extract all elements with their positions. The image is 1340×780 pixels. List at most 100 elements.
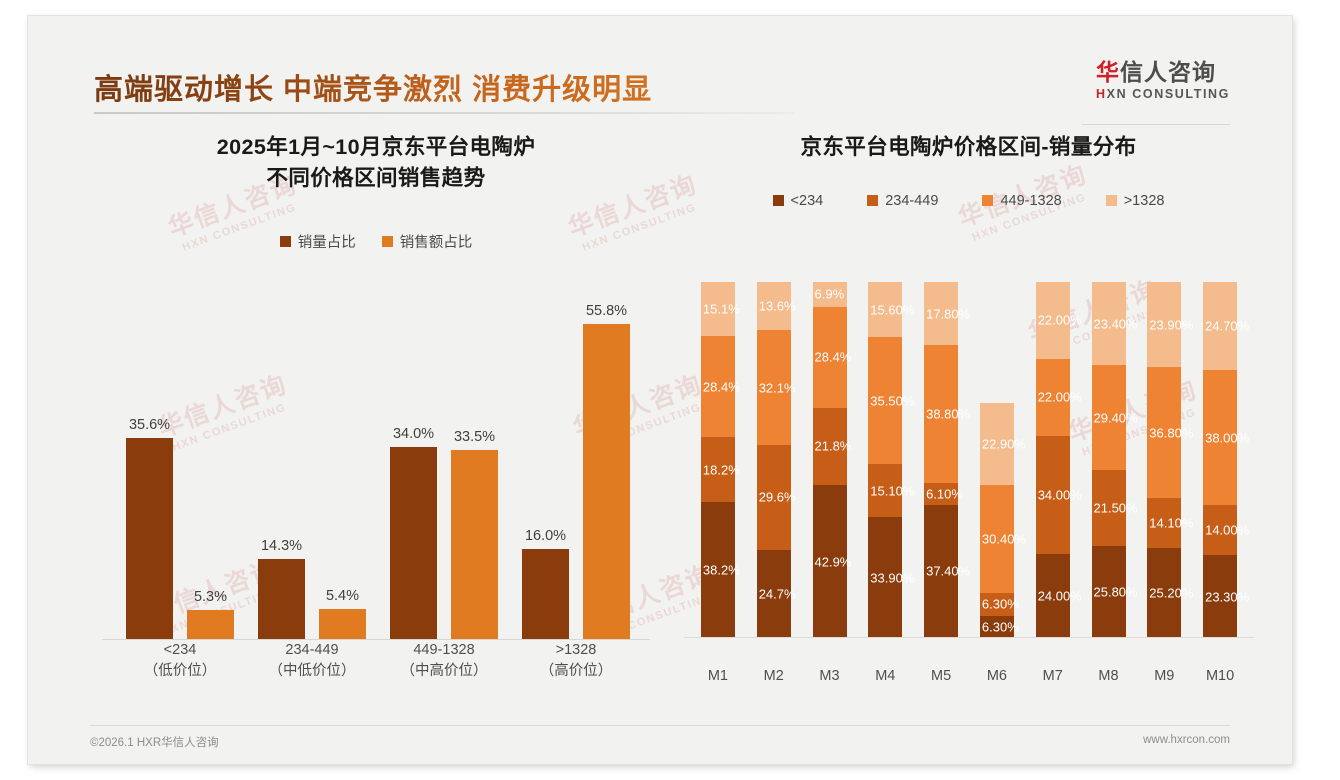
stacked-column-M6[interactable]: 22.90% 30.40% 6.30% 6.30%	[979, 282, 1026, 638]
stack-segment-M9-<234[interactable]: 25.20%	[1147, 548, 1193, 638]
right-chart-title: 京东平台电陶炉价格区间-销量分布	[800, 135, 1137, 159]
stacked-column-M4[interactable]: 15.60% 35.50% 15.10% 33.90%	[868, 281, 914, 638]
x-axis-label-range: 449-1328	[413, 641, 475, 658]
legend-swatch-icon	[772, 195, 784, 207]
stack-value-label: 14.10%	[1149, 515, 1194, 531]
stack-segment-M10-234-449[interactable]: 14.00%	[1203, 505, 1249, 556]
stack-value-label: 23.90%	[1149, 317, 1194, 333]
stack-value-label: 35.50%	[870, 393, 915, 409]
right-legend-item-0[interactable]: <234	[772, 193, 823, 209]
bar-value-label: 5.3%	[193, 588, 228, 605]
left-chart-panel: 2025年1月~10月京东平台电陶炉 不同价格区间销售趋势 销量占比 销售额占比 …	[86, 132, 666, 692]
bar-value-label: 55.8%	[585, 302, 628, 319]
stacked-column-M1[interactable]: 15.1% 28.4% 18.2% 38.2%	[700, 282, 740, 638]
stack-segment-M1->1328[interactable]: 15.1%	[700, 282, 740, 337]
stack-segment-M6-449-1328[interactable]: 30.40%	[979, 484, 1026, 594]
stack-segment-M9-234-449[interactable]: 14.10%	[1147, 498, 1193, 549]
stack-value-label: 6.30%	[981, 596, 1019, 612]
bar-value-label: 5.4%	[325, 588, 360, 605]
stacked-column-M10[interactable]: 24.70% 38.00% 14.00% 23.30%	[1203, 282, 1249, 638]
stack-segment-M7-449-1328[interactable]: 22.00%	[1035, 358, 1082, 436]
bar-449-1328-销售额占比[interactable]: 33.5%	[451, 429, 498, 640]
legend-swatch-icon	[1105, 195, 1117, 207]
bar->1328-销售额占比[interactable]: 55.8%	[583, 303, 630, 640]
stack-segment-M7-234-449[interactable]: 34.00%	[1035, 435, 1082, 555]
stack-value-label: 17.80%	[926, 306, 971, 322]
stack-segment-M8->1328[interactable]: 23.40%	[1091, 282, 1138, 366]
stacked-column-M5[interactable]: 17.80% 38.80% 6.10% 37.40%	[924, 282, 970, 638]
stack-value-label: 32.1%	[758, 380, 796, 396]
stack-segment-M3-<234[interactable]: 42.9%	[812, 485, 851, 638]
stack-segment-M5-449-1328[interactable]: 38.80%	[924, 345, 970, 484]
stack-segment-M4->1328[interactable]: 15.60%	[868, 281, 914, 338]
stack-segment-M8-<234[interactable]: 25.80%	[1091, 546, 1138, 638]
stack-segment-M1-449-1328[interactable]: 28.4%	[700, 336, 740, 438]
stack-segment-M6->1328[interactable]: 22.90%	[979, 403, 1026, 485]
stack-segment-M2->1328[interactable]: 13.6%	[756, 282, 796, 331]
stack-segment-M5-<234[interactable]: 37.40%	[924, 504, 970, 638]
stack-value-label: 22.00%	[1037, 389, 1082, 405]
stacked-column-M8[interactable]: 23.40% 29.40% 21.50% 25.80%	[1091, 282, 1138, 638]
stack-segment-M9->1328[interactable]: 23.90%	[1147, 282, 1193, 368]
stack-segment-M10->1328[interactable]: 24.70%	[1203, 282, 1249, 370]
stack-segment-M8-449-1328[interactable]: 29.40%	[1091, 365, 1138, 470]
stack-segment-M5->1328[interactable]: 17.80%	[924, 282, 970, 346]
bar-slot: 14.3%	[258, 538, 305, 640]
stack-value-label: 14.00%	[1205, 522, 1250, 538]
stack-segment-M6-<234[interactable]: 6.30%	[979, 615, 1019, 638]
left-legend-item-1[interactable]: 销售额占比	[381, 231, 473, 252]
stack-segment-M3-449-1328[interactable]: 28.4%	[812, 306, 851, 408]
stack-value-label: 29.6%	[758, 489, 796, 505]
right-legend-item-2[interactable]: 449-1328	[982, 193, 1062, 209]
bar-234-449-销售额占比[interactable]: 5.4%	[319, 588, 366, 640]
right-chart-legend: <234 234-449 449-1328 >1328	[676, 193, 1261, 209]
stack-segment-M7->1328[interactable]: 22.00%	[1035, 282, 1082, 359]
bar-<234-销量占比[interactable]: 35.6%	[126, 417, 173, 640]
stack-segment-M7-<234[interactable]: 24.00%	[1035, 554, 1082, 638]
stacked-column-M2[interactable]: 13.6% 32.1% 29.6% 24.7%	[756, 282, 796, 638]
stack-segment-M10-449-1328[interactable]: 38.00%	[1203, 369, 1249, 506]
stacked-bar-plot-area: 15.1% 28.4% 18.2% 38.2% 13.6% 32.1% 29.6% 24.7%…	[690, 281, 1249, 638]
right-legend-item-1[interactable]: 234-449	[867, 193, 938, 209]
stack-segment-M2-<234[interactable]: 24.7%	[756, 550, 796, 638]
x-axis-label-M6: M6	[986, 668, 1007, 684]
stack-segment-M5-234-449[interactable]: 6.10%	[924, 483, 963, 505]
stacked-column-M9[interactable]: 23.90% 36.80% 14.10% 25.20%	[1147, 282, 1193, 638]
legend-swatch-icon	[982, 195, 994, 207]
x-axis-label-tier: （高价位）	[539, 662, 613, 679]
right-legend-item-3[interactable]: >1328	[1105, 193, 1164, 209]
stack-segment-M4-<234[interactable]: 33.90%	[868, 517, 914, 638]
stack-value-label: 36.80%	[1149, 425, 1194, 441]
stack-segment-M6-234-449[interactable]: 6.30%	[979, 593, 1019, 616]
x-axis-label-449-1328: 449-1328 （中高价位）	[378, 640, 510, 682]
left-legend-item-0[interactable]: 销量占比	[279, 231, 356, 252]
stack-segment-M1-<234[interactable]: 38.2%	[700, 502, 740, 638]
x-axis-label-M1: M1	[707, 668, 728, 684]
stack-segment-M3-234-449[interactable]: 21.8%	[812, 407, 851, 486]
bar-234-449-销量占比[interactable]: 14.3%	[258, 538, 305, 640]
stack-segment-M9-449-1328[interactable]: 36.80%	[1147, 367, 1193, 499]
bar-slot: 34.0%	[390, 426, 437, 640]
stack-segment-M1-234-449[interactable]: 18.2%	[700, 437, 740, 503]
stack-value-label: 30.40%	[981, 531, 1026, 547]
bar-value-label: 14.3%	[260, 537, 303, 554]
stack-segment-M4-234-449[interactable]: 15.10%	[868, 463, 914, 518]
stack-segment-M10-<234[interactable]: 23.30%	[1203, 555, 1249, 638]
stacked-column-M7[interactable]: 22.00% 22.00% 34.00% 24.00%	[1035, 282, 1082, 638]
stack-segment-M2-449-1328[interactable]: 32.1%	[756, 330, 796, 445]
legend-label: 销售额占比	[399, 235, 473, 252]
bar->1328-销量占比[interactable]: 16.0%	[522, 528, 569, 640]
stack-segment-M8-234-449[interactable]: 21.50%	[1091, 469, 1138, 547]
stack-value-label: 22.90%	[981, 436, 1026, 452]
logo-chinese-accent: 华	[1096, 59, 1120, 85]
stack-value-label: 23.30%	[1205, 589, 1250, 605]
bar-group: 14.3% 5.4%	[246, 300, 378, 640]
bar-449-1328-销量占比[interactable]: 34.0%	[390, 426, 437, 640]
stacked-column-M3[interactable]: 6.9% 28.4% 21.8% 42.9%	[812, 282, 851, 638]
bar-<234-销售额占比[interactable]: 5.3%	[187, 589, 234, 640]
stack-segment-M2-234-449[interactable]: 29.6%	[756, 444, 796, 551]
x-axis-label-M10: M10	[1205, 668, 1235, 684]
footer-website: www.hxrcon.com	[1143, 734, 1230, 746]
stack-segment-M3->1328[interactable]: 6.9%	[812, 282, 847, 307]
stack-segment-M4-449-1328[interactable]: 35.50%	[868, 337, 914, 464]
